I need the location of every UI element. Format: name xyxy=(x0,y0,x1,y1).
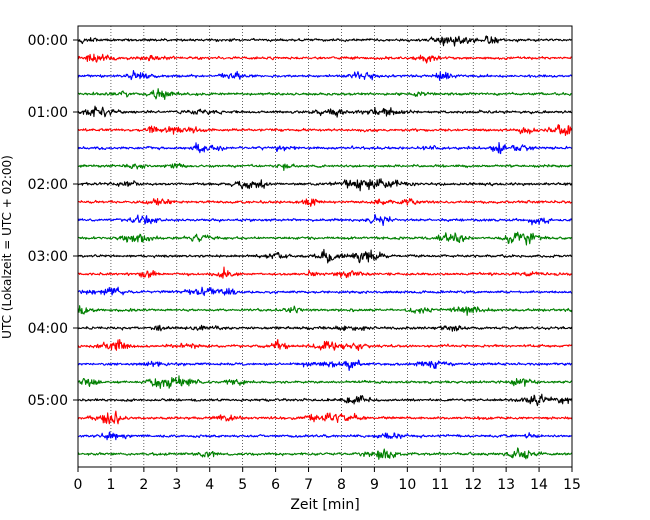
x-tick-label: 0 xyxy=(74,477,83,493)
trace-0315 xyxy=(77,266,573,279)
y-axis-label: UTC (Lokalzeit = UTC + 02:00) xyxy=(0,155,14,339)
x-tick-label: 12 xyxy=(464,477,482,493)
x-tick-label: 4 xyxy=(205,477,214,493)
trace-0230 xyxy=(77,213,573,227)
x-tick-label: 1 xyxy=(106,477,115,493)
trace-0545 xyxy=(77,447,573,460)
trace-0300 xyxy=(77,248,573,264)
trace-0215 xyxy=(77,198,573,207)
y-tick-label: 04:00 xyxy=(28,321,68,337)
trace-0500 xyxy=(77,393,573,407)
y-tick-label: 01:00 xyxy=(28,105,68,121)
trace-0030 xyxy=(77,69,573,81)
trace-0115 xyxy=(77,124,573,137)
y-tick-label: 00:00 xyxy=(28,33,68,49)
x-axis: 0 1 2 3 4 5 6 7 8 9 10 11 12 13 14 15 xyxy=(74,467,581,493)
trace-0000 xyxy=(77,35,573,47)
x-tick-label: 14 xyxy=(530,477,548,493)
trace-0430 xyxy=(77,359,573,372)
x-tick-label: 13 xyxy=(497,477,515,493)
x-tick-label: 10 xyxy=(398,477,416,493)
x-tick-label: 11 xyxy=(431,477,449,493)
y-tick-label: 05:00 xyxy=(28,393,68,409)
trace-0530 xyxy=(77,431,573,441)
x-tick-label: 6 xyxy=(271,477,280,493)
trace-0200 xyxy=(77,178,573,192)
trace-0445 xyxy=(77,375,573,389)
trace-0130 xyxy=(77,141,573,155)
x-tick-label: 15 xyxy=(563,477,581,493)
plot-frame xyxy=(77,25,573,468)
y-tick-label: 03:00 xyxy=(28,249,68,265)
trace-0415 xyxy=(77,338,573,351)
x-tick-label: 8 xyxy=(337,477,346,493)
y-tick-label: 02:00 xyxy=(28,177,68,193)
x-tick-label: 3 xyxy=(172,477,181,493)
trace-group xyxy=(77,35,573,460)
x-tick-label: 2 xyxy=(139,477,148,493)
trace-0400 xyxy=(77,324,573,332)
trace-0330 xyxy=(77,286,573,297)
x-tick-label: 5 xyxy=(238,477,247,493)
trace-0145 xyxy=(77,162,573,171)
trace-0515 xyxy=(77,410,573,425)
x-tick-label: 9 xyxy=(370,477,379,493)
x-tick-label: 7 xyxy=(304,477,313,493)
x-axis-label: Zeit [min] xyxy=(290,497,359,513)
trace-0015 xyxy=(77,53,573,64)
trace-0345 xyxy=(77,305,573,316)
trace-0100 xyxy=(77,105,573,118)
trace-0045 xyxy=(77,88,573,100)
trace-0245 xyxy=(77,231,573,246)
y-axis: 00:00 01:00 02:00 03:00 04:00 05:00 xyxy=(28,33,78,409)
